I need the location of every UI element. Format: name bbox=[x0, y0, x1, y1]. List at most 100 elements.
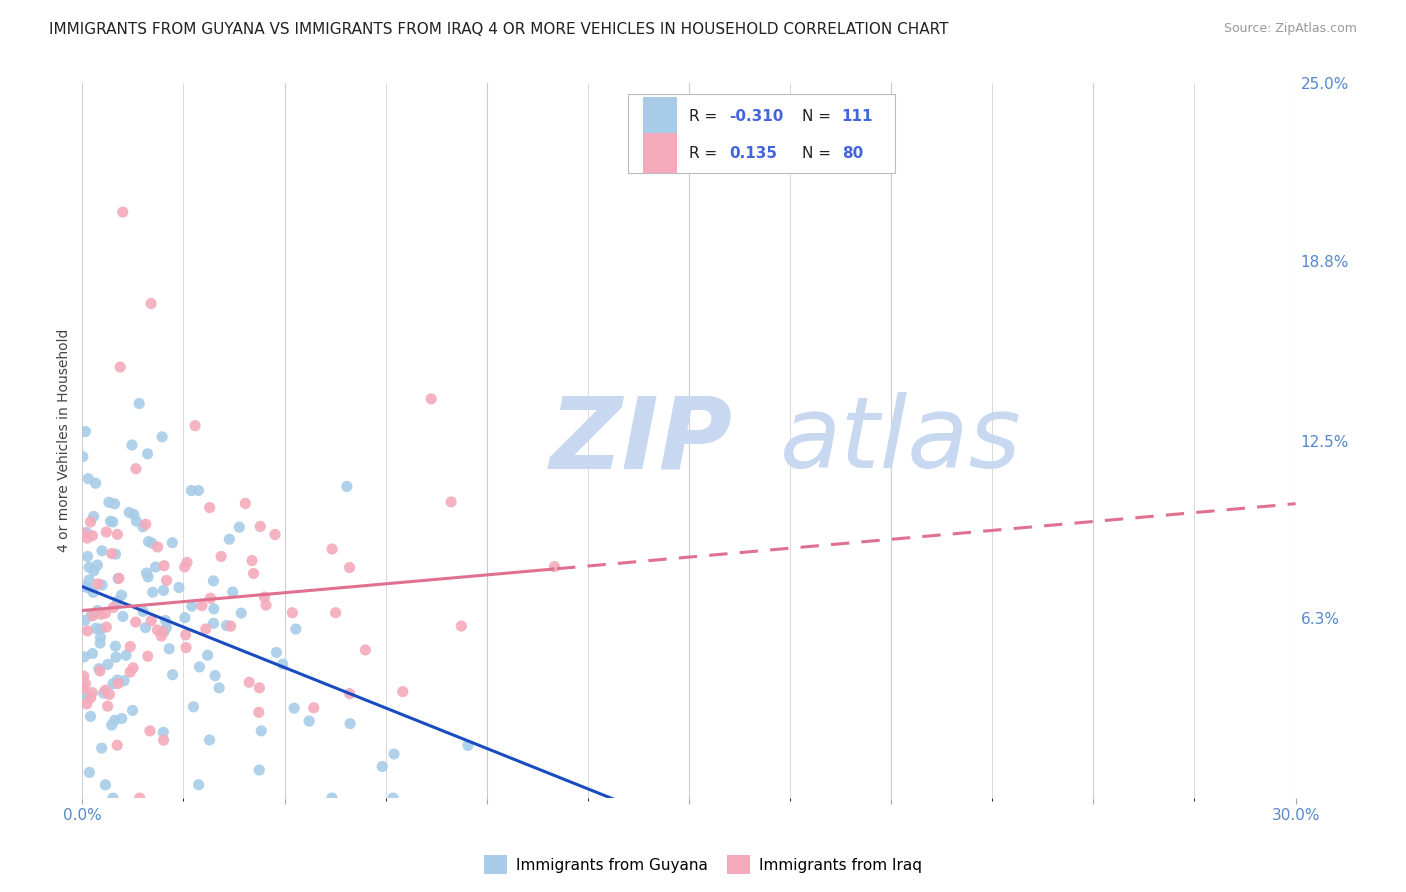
Point bbox=[231, 606, 253, 620]
Point bbox=[336, 479, 359, 493]
Point bbox=[174, 640, 197, 655]
Point bbox=[283, 701, 305, 715]
Point bbox=[209, 549, 232, 564]
Point bbox=[155, 614, 177, 628]
Point bbox=[162, 535, 184, 549]
Point bbox=[72, 450, 94, 464]
Point bbox=[105, 527, 128, 541]
Point bbox=[325, 606, 347, 620]
Point bbox=[107, 572, 129, 586]
Point bbox=[104, 650, 127, 665]
Point bbox=[122, 661, 145, 675]
Point bbox=[86, 603, 108, 617]
Point bbox=[128, 791, 150, 805]
Point bbox=[180, 599, 202, 614]
Point bbox=[82, 585, 104, 599]
Point bbox=[281, 606, 304, 620]
Point bbox=[219, 619, 242, 633]
Point bbox=[284, 622, 307, 636]
Point bbox=[176, 556, 198, 570]
Point bbox=[89, 636, 111, 650]
FancyBboxPatch shape bbox=[643, 96, 676, 136]
Point bbox=[91, 578, 114, 592]
Point bbox=[134, 621, 156, 635]
Point bbox=[94, 683, 117, 698]
Point bbox=[84, 476, 107, 491]
Point bbox=[96, 524, 118, 539]
Point bbox=[339, 716, 361, 731]
Point bbox=[247, 706, 270, 720]
Text: 80: 80 bbox=[842, 145, 863, 161]
Text: atlas: atlas bbox=[780, 392, 1022, 489]
Point bbox=[120, 640, 142, 654]
Point bbox=[184, 418, 207, 433]
Point bbox=[91, 544, 114, 558]
Point bbox=[90, 741, 112, 756]
Point bbox=[79, 515, 101, 529]
Point bbox=[339, 560, 361, 574]
Point bbox=[87, 662, 110, 676]
Point bbox=[249, 681, 271, 695]
Point bbox=[75, 613, 97, 627]
Point bbox=[105, 738, 128, 752]
Point bbox=[72, 526, 94, 541]
Point bbox=[83, 564, 105, 578]
Point bbox=[221, 585, 243, 599]
Point bbox=[142, 585, 165, 599]
Point bbox=[136, 570, 159, 584]
Point bbox=[77, 573, 100, 587]
Point bbox=[218, 533, 240, 547]
Point bbox=[96, 620, 118, 634]
Point bbox=[152, 624, 174, 639]
Point bbox=[302, 700, 325, 714]
Point bbox=[79, 765, 101, 780]
Point bbox=[157, 641, 180, 656]
Point bbox=[107, 676, 129, 690]
Point bbox=[146, 540, 169, 554]
Point bbox=[152, 733, 174, 747]
Point bbox=[173, 560, 195, 574]
Point bbox=[76, 531, 98, 545]
Point bbox=[141, 536, 163, 550]
Point bbox=[254, 598, 277, 612]
Point bbox=[90, 607, 112, 622]
Point bbox=[382, 747, 405, 761]
Point bbox=[298, 714, 321, 728]
Point bbox=[76, 549, 98, 564]
Point bbox=[204, 668, 226, 682]
Point bbox=[108, 571, 131, 585]
Text: 111: 111 bbox=[842, 109, 873, 124]
Point bbox=[135, 566, 157, 580]
Point bbox=[202, 602, 225, 616]
Point bbox=[167, 581, 190, 595]
Point bbox=[118, 506, 141, 520]
Point bbox=[138, 534, 160, 549]
Point bbox=[111, 609, 134, 624]
Point bbox=[97, 657, 120, 672]
Point bbox=[121, 703, 143, 717]
Point bbox=[155, 574, 177, 588]
Point bbox=[101, 791, 124, 805]
Point bbox=[271, 657, 294, 672]
Point bbox=[112, 673, 135, 688]
Text: ZIP: ZIP bbox=[550, 392, 733, 489]
Point bbox=[202, 616, 225, 631]
Point bbox=[104, 547, 127, 561]
Point bbox=[139, 296, 162, 310]
Point bbox=[76, 624, 98, 638]
Point bbox=[198, 500, 221, 515]
Point bbox=[115, 648, 138, 663]
Point bbox=[73, 580, 96, 594]
Point bbox=[132, 520, 155, 534]
Point bbox=[94, 778, 117, 792]
Point bbox=[73, 649, 96, 664]
Point bbox=[141, 614, 163, 628]
Point bbox=[152, 725, 174, 739]
Point bbox=[152, 583, 174, 598]
Point bbox=[183, 699, 205, 714]
Point bbox=[122, 508, 145, 522]
Point bbox=[145, 560, 167, 574]
Point bbox=[83, 509, 105, 524]
Point bbox=[457, 739, 479, 753]
Point bbox=[79, 690, 101, 705]
